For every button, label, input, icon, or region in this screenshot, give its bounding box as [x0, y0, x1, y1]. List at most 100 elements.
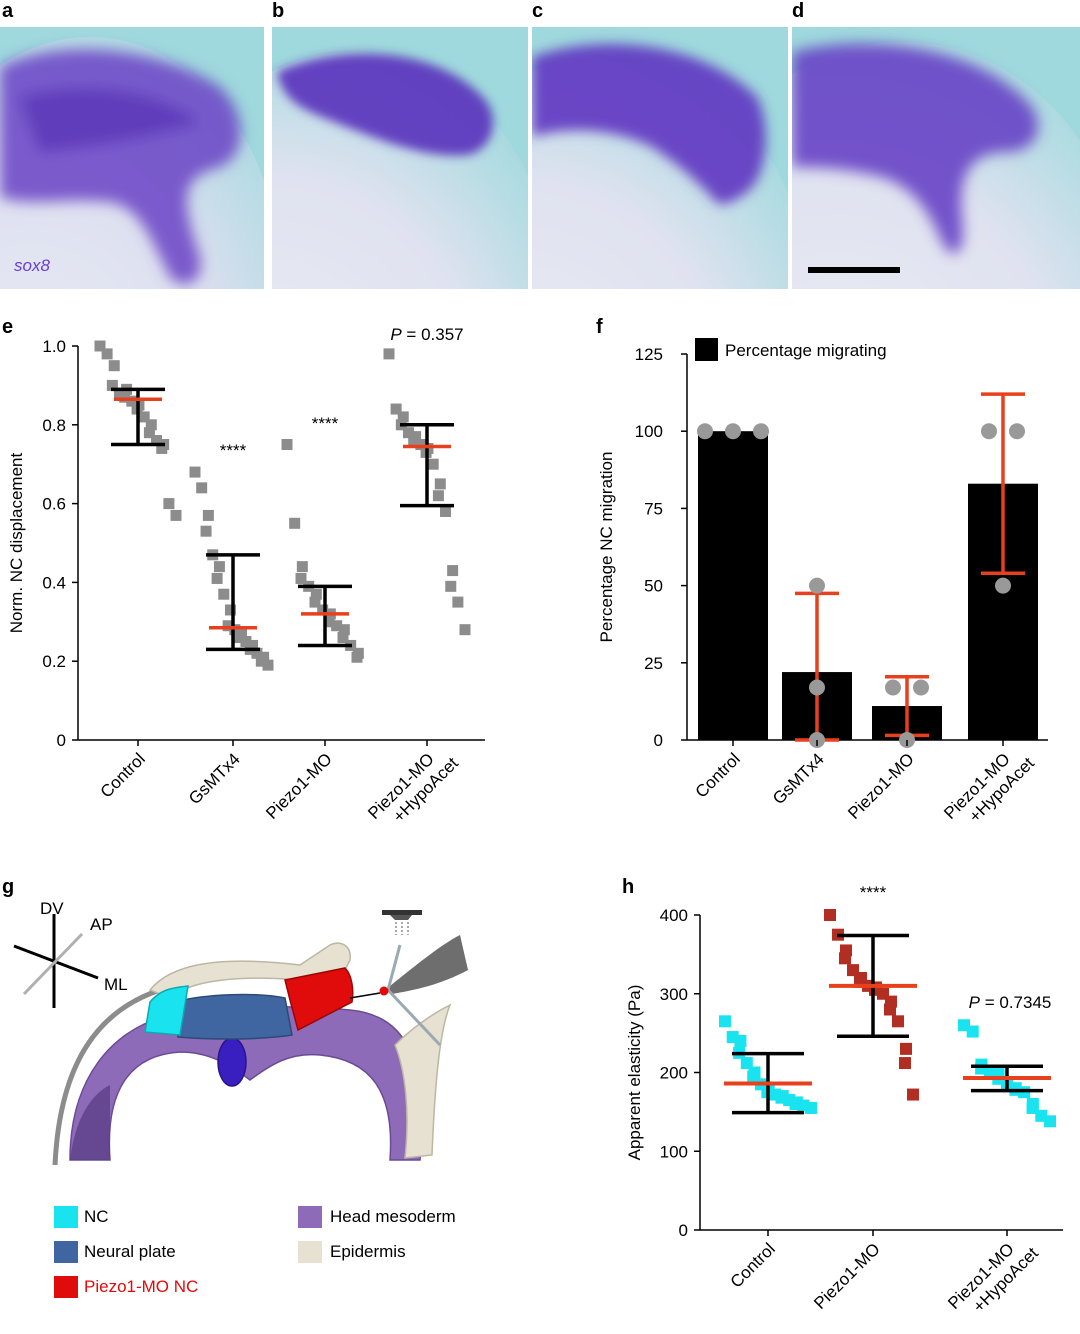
- afm-laser: [386, 944, 402, 991]
- f-legend-label: Percentage migrating: [725, 341, 887, 360]
- h-annotation: P = 0.7345: [969, 993, 1052, 1012]
- h-data-point: [719, 1015, 731, 1028]
- e-y-tick-label: 1.0: [42, 337, 66, 356]
- ap-axis-line: [22, 932, 84, 996]
- afm-tip: [379, 986, 389, 996]
- f-x-tick-label-line: Control: [692, 749, 744, 801]
- e-data-point: [383, 348, 395, 360]
- e-data-point: [317, 604, 329, 616]
- e-data-point: [459, 624, 471, 636]
- e-y-tick-label: 0: [57, 731, 66, 750]
- e-data-point: [126, 395, 138, 407]
- e-data-point: [447, 565, 459, 577]
- e-data-point: [94, 340, 106, 352]
- e-data-point: [255, 655, 267, 667]
- micrograph-a: sox8: [0, 27, 264, 289]
- e-data-point: [397, 411, 409, 423]
- e-data-point: [323, 616, 335, 628]
- h-data-point: [899, 1057, 911, 1070]
- h-y-tick-label: 200: [660, 1064, 688, 1083]
- h-data-point: [1044, 1115, 1056, 1128]
- neural-crest: [144, 985, 189, 1036]
- e-data-point: [415, 439, 427, 450]
- e-data-point: [218, 588, 230, 600]
- h-data-point: [734, 1035, 747, 1047]
- e-data-point: [440, 505, 452, 517]
- e-data-point: [196, 482, 208, 494]
- h-y-tick-label: 400: [660, 906, 688, 925]
- legend-label-head-mesoderm: Head mesoderm: [330, 1207, 456, 1226]
- e-data-point: [101, 348, 113, 360]
- e-data-point: [310, 588, 322, 600]
- e-data-point: [427, 458, 439, 470]
- legend-label-epidermis: Epidermis: [330, 1242, 406, 1261]
- h-y-tick-label: 0: [679, 1221, 688, 1240]
- e-data-point: [138, 411, 150, 423]
- e-x-tick-label: Piezo1-MO: [262, 749, 336, 823]
- h-data-point: [740, 1057, 753, 1070]
- e-data-point: [224, 604, 236, 616]
- f-y-tick-label: 50: [644, 577, 663, 596]
- h-y-tick-label: 100: [660, 1142, 688, 1161]
- dv-label: DV: [40, 899, 64, 918]
- h-y-tick-label: 300: [660, 985, 688, 1004]
- panel-letter-c: c: [532, 0, 544, 22]
- h-data-point: [805, 1101, 817, 1114]
- micrograph-c: [532, 27, 788, 289]
- e-y-tick-label: 0.4: [42, 573, 66, 592]
- gene-label-sox8: sox8: [14, 256, 50, 275]
- e-data-point: [119, 391, 131, 403]
- e-data-point: [145, 419, 157, 431]
- f-data-point: [725, 423, 741, 440]
- panel-letter-e: e: [2, 316, 14, 338]
- legend-swatch-piezo1-mo-nc: [54, 1276, 78, 1298]
- f-y-tick-label: 100: [635, 422, 663, 441]
- f-x-tick-label-line: GsMTx4: [769, 749, 828, 808]
- ml-label: ML: [104, 975, 128, 994]
- legend-swatch-epidermis: [298, 1241, 322, 1263]
- f-x-tick-label: GsMTx4: [769, 749, 828, 808]
- e-data-point: [432, 490, 444, 502]
- e-data-point: [337, 632, 349, 644]
- laser-source-icon: [382, 910, 422, 915]
- e-data-point: [189, 466, 201, 478]
- e-data-point: [309, 596, 321, 608]
- f-data-point: [697, 423, 713, 440]
- epidermis-right: [394, 1003, 452, 1159]
- f-x-tick-label: Control: [692, 749, 744, 801]
- h-data-point: [892, 1015, 904, 1028]
- e-data-point: [445, 580, 457, 592]
- e-data-point: [434, 478, 446, 490]
- e-data-point: [240, 636, 252, 647]
- h-x-tick-label: Piezo1-MO: [810, 1239, 884, 1313]
- e-y-axis-label: Norm. NC displacement: [7, 453, 26, 634]
- f-x-tick-label-line: Piezo1-MO: [844, 749, 918, 823]
- h-x-tick-label-line: Piezo1-MO: [810, 1239, 884, 1313]
- e-data-point: [229, 624, 241, 636]
- e-y-tick-label: 0.2: [42, 652, 66, 671]
- notochord: [217, 1037, 247, 1087]
- h-data-point: [839, 952, 851, 965]
- e-data-point: [251, 647, 263, 659]
- micrograph-d: [792, 27, 1080, 289]
- scale-bar: [808, 267, 900, 273]
- e-x-tick-label: Piezo1-MO+HypoAcet: [364, 749, 462, 826]
- panel-letter-g: g: [2, 876, 15, 898]
- afm-arm: [386, 988, 442, 1047]
- e-annotation: P = 0.357: [390, 325, 463, 344]
- e-annotation: ****: [220, 441, 247, 460]
- e-data-point: [233, 632, 245, 644]
- e-data-point: [408, 435, 420, 447]
- panel-letter-h: h: [622, 876, 635, 898]
- e-data-point: [331, 620, 343, 632]
- e-data-point: [156, 442, 168, 454]
- e-data-point: [163, 498, 175, 510]
- h-x-tick-label: Piezo1-MO+HypoAcet: [944, 1239, 1042, 1316]
- e-data-point: [170, 509, 182, 521]
- legend-swatch-head-mesoderm: [298, 1206, 322, 1228]
- e-x-tick-label: Control: [97, 749, 149, 801]
- e-data-point: [213, 561, 225, 573]
- chart-e: 0 0.2 0.4 0.6 0.8 1.0 Norm. NC displacement Con…: [7, 325, 485, 826]
- e-data-point: [402, 427, 414, 439]
- f-x-tick-label: Piezo1-MO+HypoAcet: [940, 749, 1038, 826]
